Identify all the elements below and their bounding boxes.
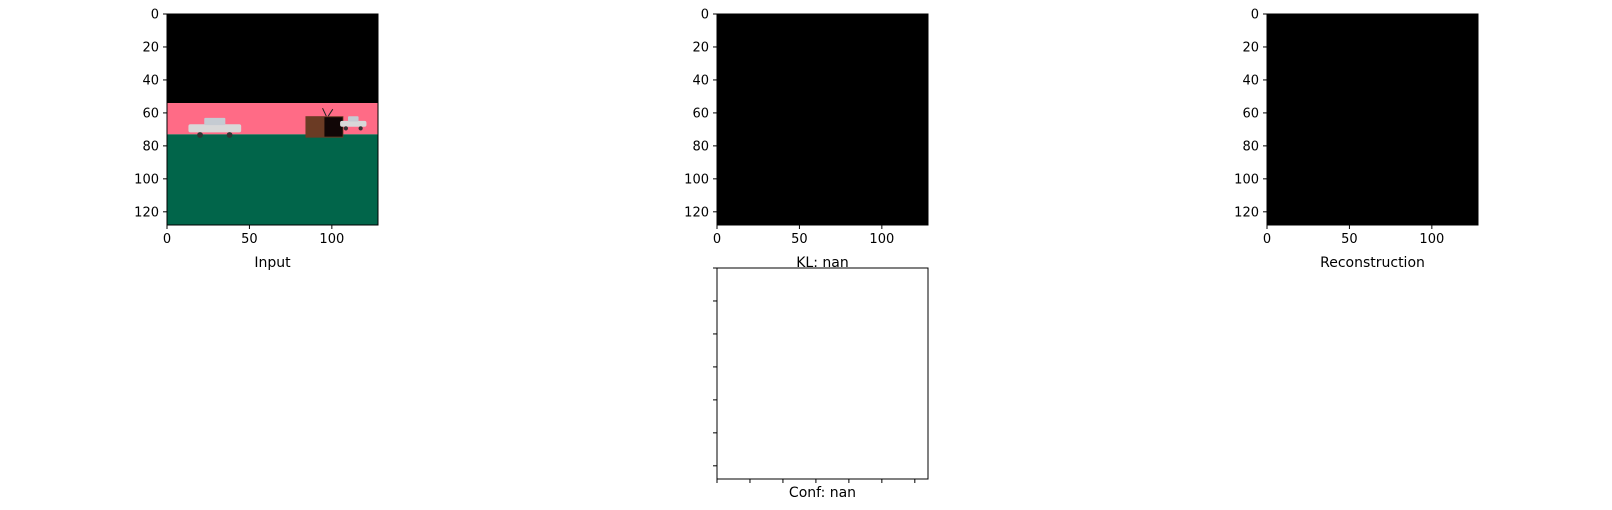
y-tick-label: 100: [1234, 172, 1259, 187]
x-tick-label: 0: [713, 232, 721, 247]
axes-frame: [716, 13, 929, 226]
image-band: [167, 134, 378, 225]
y-tick-label: 80: [142, 139, 159, 154]
y-tick-label: 20: [692, 40, 709, 55]
car-body: [188, 124, 242, 133]
car-wheel: [358, 126, 363, 131]
panel-background: [717, 268, 928, 479]
y-tick-label: 40: [1242, 73, 1259, 88]
y-tick-label: 120: [684, 205, 709, 220]
y-tick-label: 60: [1242, 106, 1259, 121]
car-sprite: [188, 117, 242, 138]
y-tick-label: 80: [692, 139, 709, 154]
image-band: [167, 14, 378, 104]
x-axis-label: KL: nan: [796, 255, 848, 271]
x-axis-label: Reconstruction: [1320, 255, 1425, 271]
tv-antenna: [322, 107, 327, 117]
y-tick-label: 20: [1242, 40, 1259, 55]
conf-panel: Conf: nan: [713, 267, 929, 501]
image-band: [717, 14, 928, 225]
x-tick-label: 100: [1419, 232, 1444, 247]
image-band: [1267, 14, 1478, 225]
car-cabin: [204, 117, 226, 126]
x-tick-label: 100: [319, 232, 344, 247]
car-cabin: [347, 116, 359, 122]
car-wheel: [197, 132, 203, 138]
y-tick-label: 40: [142, 73, 159, 88]
axes-frame: [1266, 13, 1479, 226]
x-tick-label: 50: [791, 232, 808, 247]
y-tick-label: 60: [142, 106, 159, 121]
car-wheel: [343, 126, 348, 131]
tv-antenna: [327, 108, 334, 117]
kl-panel: 0 50 100 0 20 40 60 80 100 120 KL: nan: [684, 8, 929, 271]
x-tick-label: 50: [241, 232, 258, 247]
y-tick-label: 100: [134, 172, 159, 187]
x-tick-label: 100: [869, 232, 894, 247]
car-wheel: [226, 132, 233, 138]
car-sprite: [340, 116, 367, 131]
y-tick-label: 0: [701, 8, 709, 23]
y-tick-label: 120: [1234, 205, 1259, 220]
x-tick-label: 50: [1341, 232, 1358, 247]
x-axis-label: Input: [254, 255, 291, 271]
y-tick-label: 60: [692, 106, 709, 121]
x-tick-label: 0: [163, 232, 171, 247]
axes-frame: [166, 13, 379, 226]
y-tick-label: 40: [692, 73, 709, 88]
tv-sprite: [305, 107, 344, 138]
input-panel: 0 50 100 0 20 40 60 80 100 120 Input: [134, 8, 379, 271]
y-tick-label: 80: [1242, 139, 1259, 154]
y-tick-label: 20: [142, 40, 159, 55]
tv-screen: [324, 117, 343, 137]
y-tick-label: 100: [684, 172, 709, 187]
x-axis-label: Conf: nan: [789, 485, 856, 501]
y-tick-label: 0: [151, 8, 159, 23]
y-tick-label: 0: [1251, 8, 1259, 23]
x-tick-label: 0: [1263, 232, 1271, 247]
car-body: [340, 120, 367, 127]
axes-frame: [716, 267, 929, 480]
reconstruction-panel: 0 50 100 0 20 40 60 80 100 120 Reconstruction: [1234, 8, 1479, 271]
y-tick-label: 120: [134, 205, 159, 220]
